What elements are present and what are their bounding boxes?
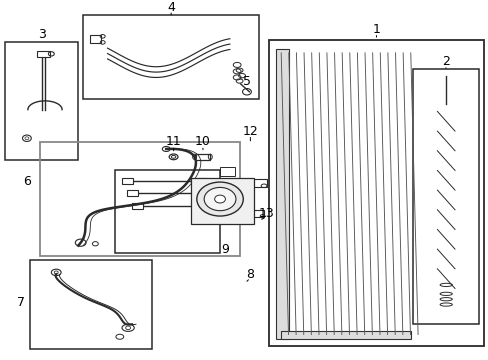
Ellipse shape [196, 182, 243, 216]
Bar [268, 40, 483, 346]
Bar [5, 42, 78, 160]
Bar [132, 203, 142, 209]
Bar [30, 260, 151, 349]
Text: 10: 10 [195, 135, 210, 148]
Text: 3: 3 [38, 28, 45, 41]
Bar [412, 68, 478, 324]
Text: 6: 6 [23, 175, 31, 188]
Bar [83, 15, 259, 99]
Text: 4: 4 [167, 1, 175, 14]
Text: 12: 12 [242, 125, 258, 138]
Bar [127, 190, 138, 196]
Text: 11: 11 [165, 135, 181, 148]
Text: 8: 8 [246, 268, 254, 281]
Text: 13: 13 [258, 207, 274, 220]
Bar [281, 332, 410, 338]
Text: 5: 5 [243, 75, 250, 87]
Text: 9: 9 [221, 243, 228, 256]
Bar [198, 203, 206, 208]
Bar [194, 154, 210, 160]
Bar [251, 179, 266, 186]
Bar [190, 177, 254, 224]
Text: 7: 7 [17, 296, 24, 309]
Bar [198, 178, 206, 183]
Bar [195, 190, 204, 196]
Bar [251, 210, 264, 217]
Text: 2: 2 [441, 55, 449, 68]
Bar [115, 170, 220, 253]
Bar [90, 35, 101, 44]
Ellipse shape [214, 195, 225, 203]
Ellipse shape [204, 188, 236, 211]
Bar [122, 177, 133, 184]
Bar [276, 49, 288, 338]
Bar [40, 142, 239, 256]
Bar [37, 51, 50, 57]
Bar [220, 167, 234, 176]
Text: 1: 1 [372, 23, 380, 36]
